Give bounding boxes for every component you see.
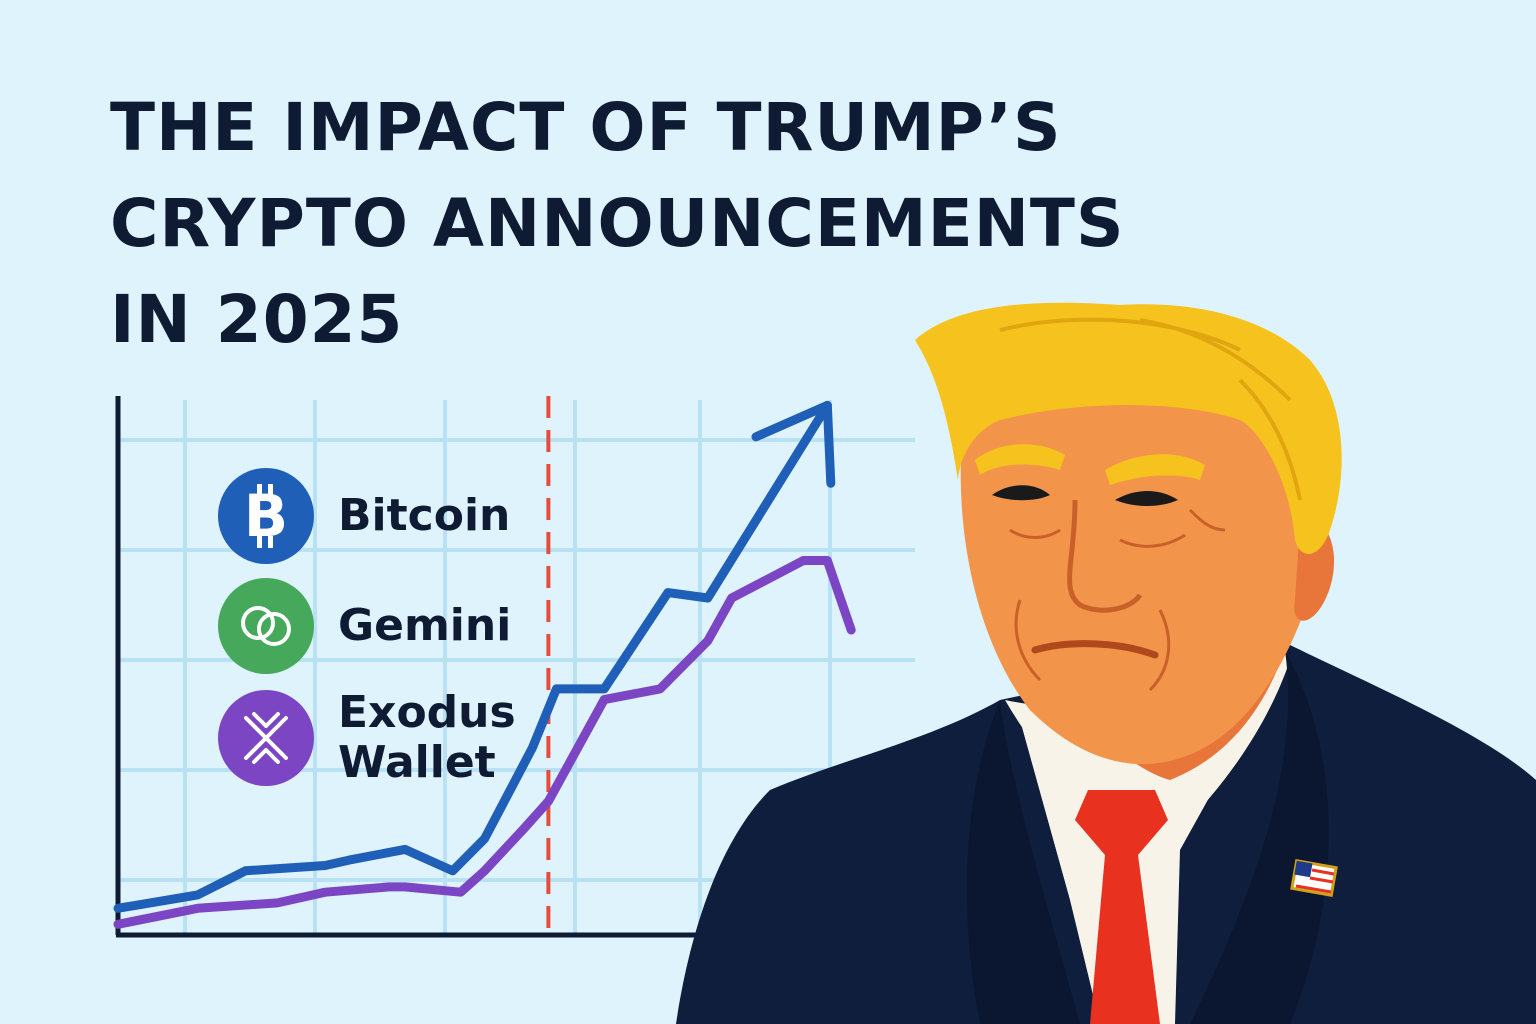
series-line-bitcoin — [113, 400, 832, 913]
series-arrowhead-bitcoin — [751, 400, 836, 488]
gemini-icon — [218, 578, 314, 674]
eye-left — [992, 485, 1050, 501]
lapel-right — [1190, 650, 1329, 1024]
eyebrow-left — [975, 444, 1065, 475]
legend-item-bitcoin: B Bitcoin — [218, 468, 510, 564]
page-title: THE IMPACT OF TRUMP’S CRYPTO ANNOUNCEMEN… — [110, 80, 1124, 368]
mouth — [1031, 640, 1159, 659]
hair — [915, 302, 1342, 554]
bitcoin-icon: B — [218, 468, 314, 564]
title-line-2: CRYPTO ANNOUNCEMENTS — [110, 185, 1125, 262]
lapel-left — [966, 700, 1080, 1024]
legend-label-exodus-wallet: Exodus Wallet — [338, 687, 516, 788]
flag-pin-icon — [1290, 859, 1338, 897]
series-line-exodus-wallet — [113, 556, 856, 929]
eye-right — [1115, 491, 1178, 506]
exodus-icon — [218, 690, 314, 786]
nose — [1067, 499, 1143, 613]
red-tie — [1075, 790, 1168, 1024]
legend-item-gemini: Gemini — [218, 578, 511, 674]
svg-text:B: B — [244, 484, 288, 548]
legend-label-gemini: Gemini — [338, 600, 512, 651]
legend-label-bitcoin: Bitcoin — [338, 490, 511, 541]
title-line-3: IN 2025 — [110, 281, 404, 358]
legend-item-exodus-wallet: Exodus Wallet — [218, 688, 516, 788]
title-line-1: THE IMPACT OF TRUMP’S — [110, 89, 1062, 166]
eyebrow-right — [1105, 454, 1205, 485]
